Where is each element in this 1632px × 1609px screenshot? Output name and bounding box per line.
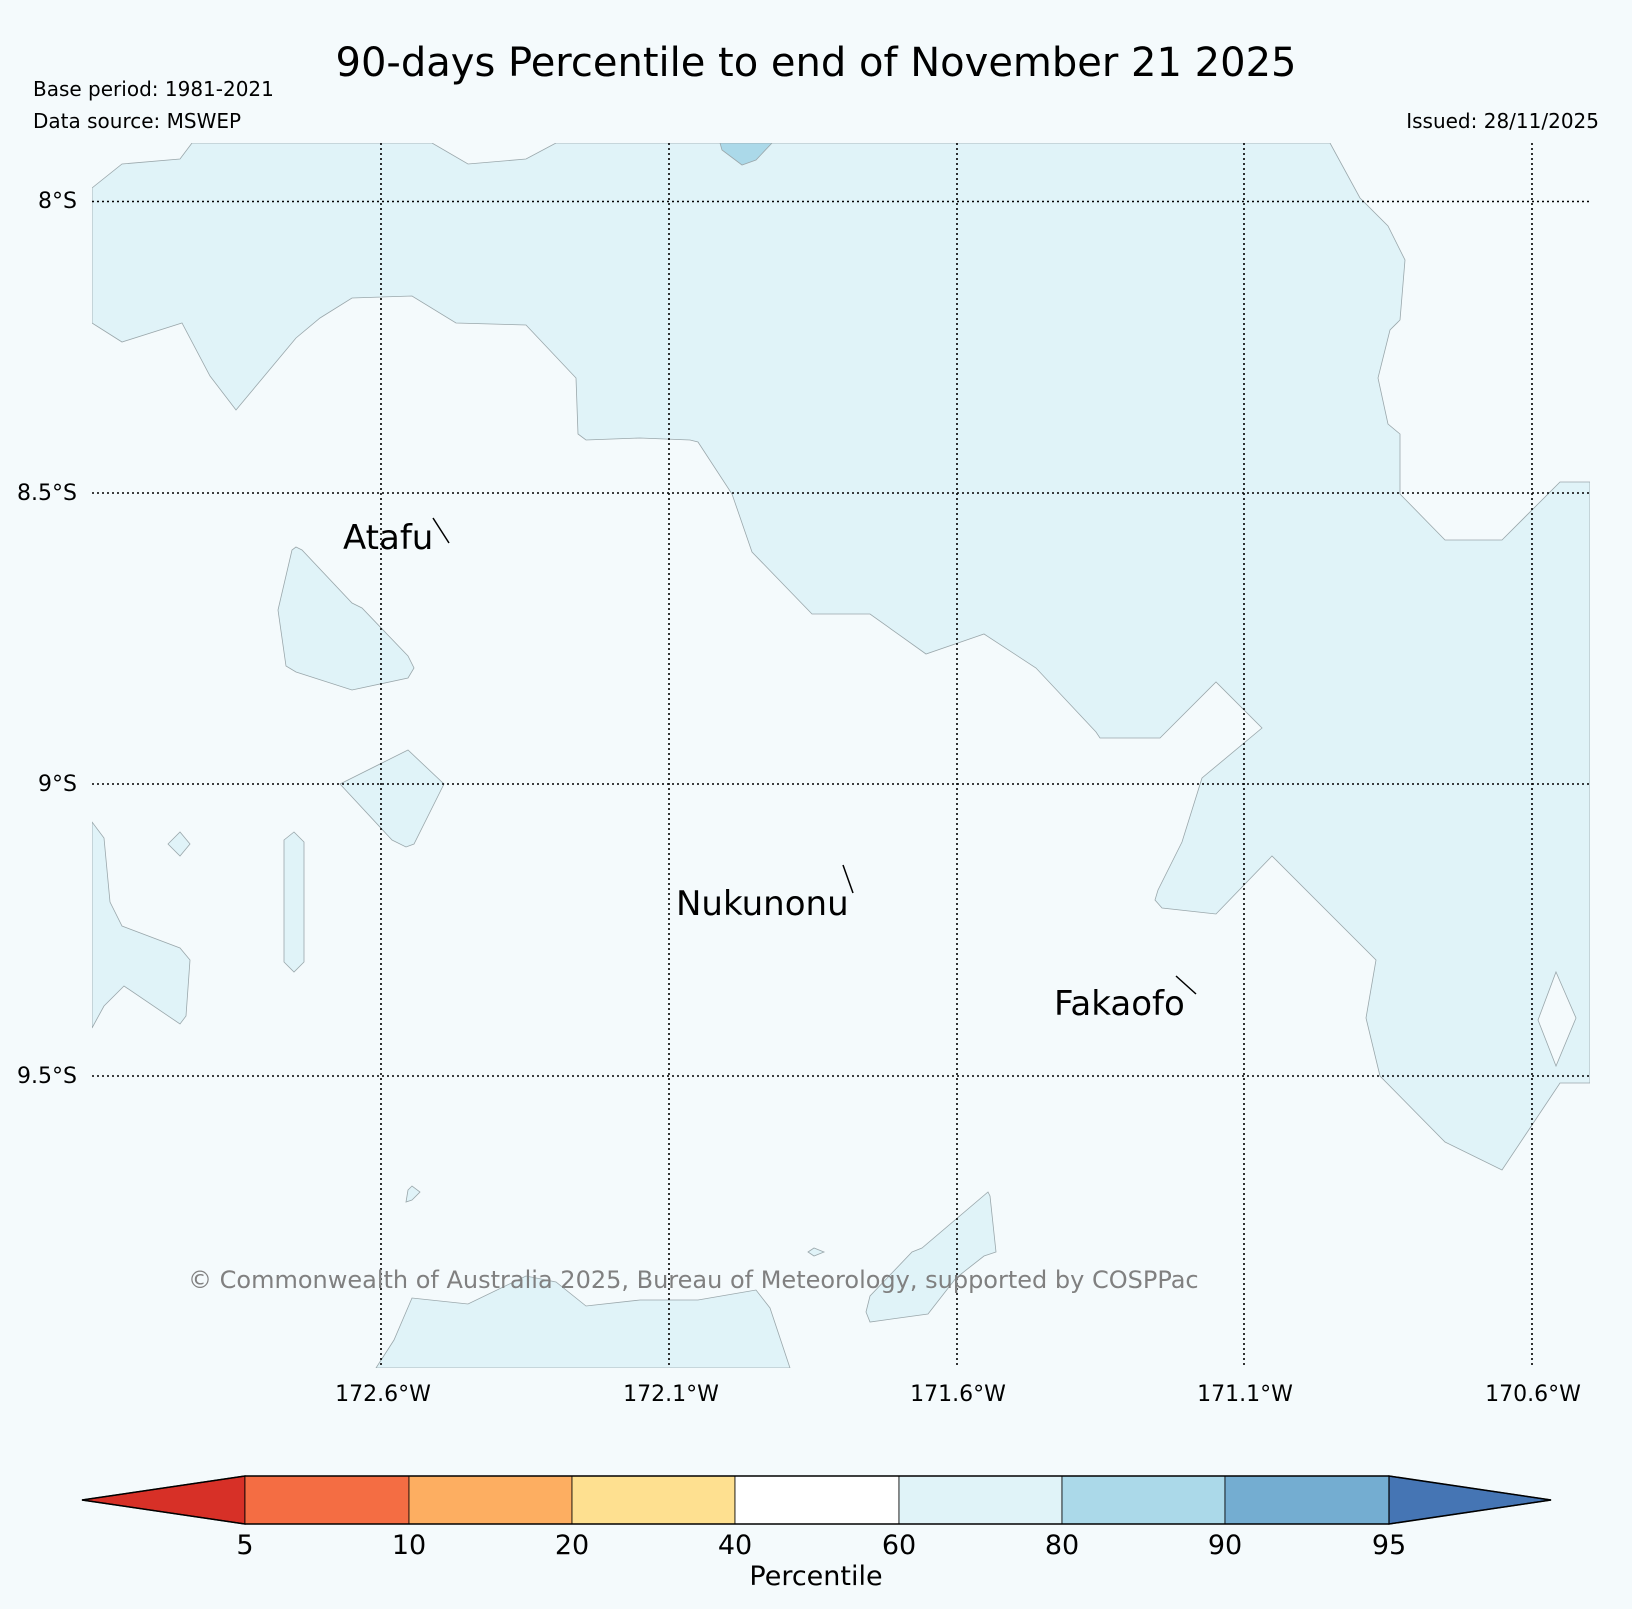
place-label-fakaofo: Fakaofo [1054, 984, 1185, 1024]
atafu-marker [432, 517, 450, 544]
colorbar-tick-80: 80 [1045, 1530, 1079, 1561]
graticule [92, 143, 1590, 1368]
shaded-region-atafu [277, 546, 415, 691]
map-title: 90-days Percentile to end of November 21… [335, 40, 1297, 86]
unshaded-hole [1537, 970, 1577, 1068]
copyright-notice: © Commonwealth of Australia 2025, Bureau… [188, 1266, 1199, 1294]
colorbar-under-extension [81, 1475, 246, 1525]
colorbar-tick-95: 95 [1372, 1530, 1406, 1561]
percentile-shading [92, 143, 1590, 1368]
lat-label-9-5s: 9.5°S [17, 1064, 77, 1089]
colorbar-bin-20-40 [571, 1475, 736, 1525]
shaded-region-tiny-2 [807, 1247, 826, 1257]
lon-label-171-1w: 171.1°W [1197, 1382, 1293, 1407]
colorbar-tick-20: 20 [555, 1530, 589, 1561]
colorbar: 5 10 20 40 60 80 90 95 Percentile [81, 1475, 1552, 1592]
fakaofo-marker [1175, 975, 1197, 995]
colorbar-bin-40-60 [734, 1475, 900, 1525]
shaded-region-mid-west [339, 749, 445, 848]
nukunonu-marker [842, 864, 854, 894]
colorbar-over-extension [1388, 1475, 1552, 1525]
shaded-region-sliver [283, 831, 305, 973]
lon-label-171-6w: 171.6°W [910, 1382, 1006, 1407]
shaded-region-south-west [375, 1275, 791, 1368]
colorbar-tick-60: 60 [882, 1530, 916, 1561]
data-source-note: Data source: MSWEP [33, 109, 242, 133]
place-label-atafu: Atafu [343, 518, 433, 558]
colorbar-tick-90: 90 [1208, 1530, 1242, 1561]
colorbar-bin-80-90 [1061, 1475, 1226, 1525]
lon-label-172-1w: 172.1°W [623, 1382, 719, 1407]
shaded-region-west-edge [92, 821, 191, 1029]
colorbar-bin-60-80 [898, 1475, 1063, 1525]
colorbar-title: Percentile [749, 1561, 882, 1592]
colorbar-tick-5: 5 [236, 1530, 253, 1561]
lon-label-170-6w: 170.6°W [1485, 1382, 1581, 1407]
colorbar-bin-5-10 [244, 1475, 410, 1525]
shaded-region-80-90 [719, 143, 773, 166]
issued-date: Issued: 28/11/2025 [1406, 109, 1599, 133]
shaded-region-tiny-1 [405, 1185, 421, 1203]
colorbar-tick-40: 40 [718, 1530, 752, 1561]
shaded-region-main [92, 143, 1590, 1171]
shaded-region-south-mid [865, 1191, 997, 1323]
colorbar-tick-10: 10 [392, 1530, 426, 1561]
colorbar-bin-90-95 [1224, 1475, 1390, 1525]
colorbar-outline [81, 1475, 1552, 1525]
lat-label-8s: 8°S [38, 189, 77, 214]
shaded-region-small-diamond [167, 831, 191, 857]
lat-label-8-5s: 8.5°S [17, 481, 77, 506]
lon-label-172-6w: 172.6°W [335, 1382, 431, 1407]
colorbar-bin-10-20 [408, 1475, 573, 1525]
lat-label-9s: 9°S [38, 772, 77, 797]
place-label-nukunonu: Nukunonu [676, 884, 849, 924]
base-period-note: Base period: 1981-2021 [33, 77, 274, 101]
